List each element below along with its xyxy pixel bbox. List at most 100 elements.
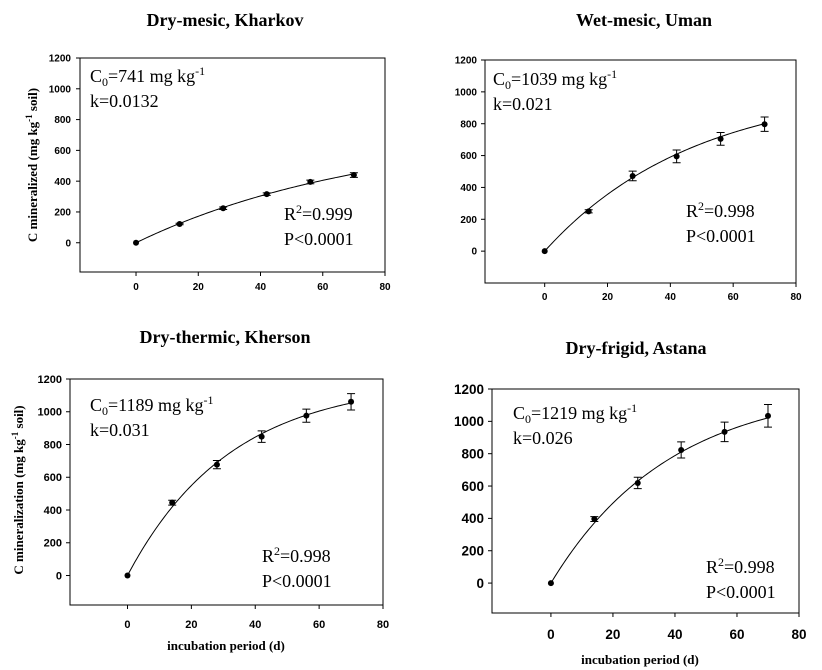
fit-parameter-c0: C0=1219 mg kg-1	[513, 401, 638, 427]
x-tick-label: 80	[790, 292, 802, 303]
x-tick-label: 0	[547, 627, 555, 642]
y-tick-label: 0	[476, 576, 484, 591]
fit-parameter-c0: C0=1189 mg kg-1	[90, 393, 214, 419]
x-tick-label: 20	[193, 282, 205, 293]
x-tick-label: 20	[185, 619, 197, 631]
r2-value-text: =0.999	[302, 204, 353, 224]
y-tick-label: 400	[460, 183, 477, 194]
r2-superscript: 2	[296, 202, 303, 216]
data-point	[307, 178, 314, 185]
y-tick-label: 1200	[455, 56, 478, 67]
chart-title: Dry-mesic, Kharkov	[146, 10, 304, 30]
fit-p-value: P<0.0001	[706, 582, 776, 602]
y-tick-label: 1000	[49, 84, 72, 95]
fit-statistics: R2=0.998 P<0.0001	[686, 199, 756, 248]
y-tick-label: 800	[460, 119, 477, 130]
y-tick-label: 1200	[49, 54, 72, 65]
plot-frame	[79, 57, 386, 273]
fit-parameter-k: k=0.021	[493, 94, 553, 114]
r2-symbol: R	[262, 546, 275, 566]
chart-title: Dry-frigid, Astana	[565, 338, 707, 358]
data-point	[629, 172, 636, 179]
y-tick-label: 200	[460, 215, 477, 226]
data-point	[678, 446, 685, 453]
y-tick-label: 400	[54, 177, 71, 188]
fit-p-value: P<0.0001	[284, 229, 354, 249]
x-tick-label: 0	[124, 619, 130, 631]
data-point	[591, 516, 598, 523]
data-point	[124, 572, 131, 579]
y-tick-label: 600	[54, 146, 71, 157]
data-point	[717, 135, 724, 142]
x-tick-label: 20	[602, 292, 614, 303]
fit-parameter-k: k=0.031	[90, 420, 150, 440]
y-tick-label: 800	[54, 115, 71, 126]
c0-value-text: =1039 mg kg	[511, 69, 608, 89]
c0-unit-superscript: -1	[627, 401, 638, 415]
x-tick-label: 60	[729, 627, 744, 642]
chart-title: Dry-thermic, Kherson	[139, 327, 311, 347]
fit-curve	[544, 123, 765, 252]
c0-value-text: =1189 mg kg	[108, 395, 204, 415]
x-axis-label: incubation period (d)	[581, 652, 699, 667]
y-tick-label: 200	[54, 208, 71, 219]
data-point	[761, 121, 768, 128]
x-tick-label: 60	[313, 619, 325, 631]
data-point	[220, 205, 227, 212]
c0-symbol: C	[513, 403, 526, 423]
y-tick-label: 1000	[454, 414, 484, 429]
y-tick-label: 400	[44, 505, 62, 517]
fit-p-value: P<0.0001	[686, 226, 756, 246]
fit-r-squared: R2=0.998	[262, 544, 332, 570]
fit-curve	[127, 402, 352, 576]
fit-statistics: R2=0.999 P<0.0001	[284, 202, 354, 251]
y-tick-label: 1000	[38, 407, 62, 419]
y-tick-label: 800	[44, 439, 62, 451]
fit-curve	[135, 173, 354, 244]
y-tick-label: 400	[461, 511, 484, 526]
data-point	[303, 412, 310, 419]
y-axis-label-tail: soil)	[11, 405, 26, 432]
x-tick-label: 40	[665, 292, 677, 303]
y-tick-label: 200	[44, 538, 62, 550]
r2-symbol: R	[284, 204, 297, 224]
c0-symbol: C	[90, 66, 103, 86]
y-tick-label: 0	[56, 570, 62, 582]
y-tick-label: 1000	[455, 87, 478, 98]
fit-r-squared: R2=0.998	[706, 555, 776, 581]
c0-symbol: C	[493, 69, 506, 89]
data-point	[634, 479, 641, 486]
y-tick-label: 0	[471, 247, 477, 258]
x-tick-label: 0	[542, 292, 548, 303]
y-axis-label-superscript: -1	[10, 431, 20, 440]
y-axis-label-text: C mineralization (mg kg	[11, 439, 26, 575]
x-tick-label: 20	[605, 627, 620, 642]
data-point	[585, 208, 592, 215]
c0-subscript: 0	[505, 78, 512, 92]
x-tick-label: 80	[379, 282, 391, 293]
fit-parameters: C0=1039 mg kg-1 k=0.021	[493, 67, 617, 116]
y-tick-label: 200	[461, 544, 484, 559]
fit-parameters: C0=741 mg kg-1 k=0.0132	[90, 64, 206, 113]
chart-title: Wet-mesic, Uman	[576, 10, 712, 30]
x-tick-label: 80	[791, 627, 806, 642]
y-tick-label: 600	[461, 479, 484, 494]
r2-value-text: =0.998	[704, 201, 755, 221]
data-point	[169, 499, 176, 506]
y-tick-label: 600	[44, 472, 62, 484]
x-tick-label: 60	[317, 282, 329, 293]
fit-parameter-k: k=0.0132	[90, 91, 159, 111]
c0-unit-superscript: -1	[195, 64, 206, 78]
fit-parameter-c0: C0=1039 mg kg-1	[493, 67, 617, 93]
fit-statistics: R2=0.998 P<0.0001	[262, 544, 332, 593]
data-point	[547, 580, 554, 587]
fit-statistics: R2=0.998 P<0.0001	[706, 555, 776, 604]
fit-p-value: P<0.0001	[262, 571, 332, 591]
fit-r-squared: R2=0.998	[686, 199, 756, 225]
data-point	[350, 172, 357, 179]
plot-frame	[491, 388, 800, 614]
c0-value-text: =741 mg kg	[108, 66, 196, 86]
